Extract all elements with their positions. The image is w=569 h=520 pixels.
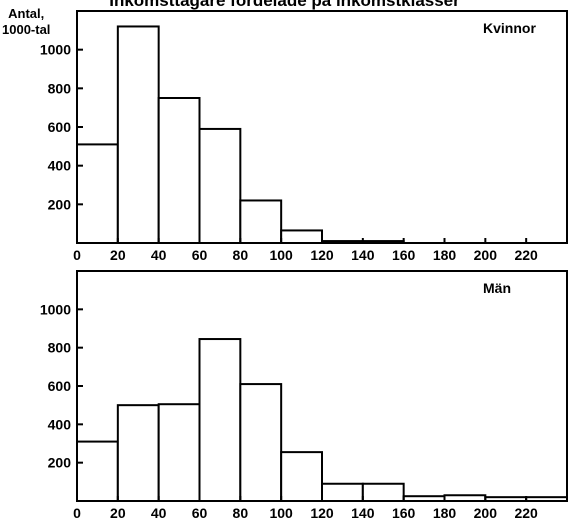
x-tick-label: 40 [151,247,167,263]
y-tick-label: 800 [48,340,72,356]
y-axis-label: Antal, 1000-tal [2,6,50,38]
y-tick-label: 400 [48,158,72,174]
histogram-bar [198,127,242,244]
y-axis-label-line2: 1000-tal [2,22,51,37]
histogram-bar [402,495,446,503]
histogram-bar [280,229,323,245]
histogram-bar [76,143,119,244]
panel-label: Män [483,280,511,296]
x-tick-label: 220 [514,247,538,263]
x-tick-label: 40 [151,505,167,520]
x-tick-label: 160 [392,505,416,520]
y-tick-label: 800 [48,80,72,96]
histogram-bar [525,496,569,502]
histogram-bar [321,482,364,502]
histogram-bar [239,383,283,503]
y-tick-label: 200 [48,455,72,471]
y-tick-label: 400 [48,416,72,432]
histogram-bar [361,240,405,244]
histogram-bar [443,494,487,502]
histogram-bar [76,440,119,503]
x-tick-label: 100 [269,505,293,520]
histogram-bar [198,338,242,502]
x-tick-label: 140 [351,505,375,520]
x-tick-label: 20 [110,505,126,520]
x-tick-label: 180 [433,247,457,263]
x-tick-label: 180 [433,505,457,520]
histogram-bar [280,451,323,502]
y-tick-label: 600 [48,378,72,394]
y-tick-label: 200 [48,196,72,212]
x-tick-label: 0 [73,247,81,263]
x-tick-label: 80 [233,505,249,520]
x-tick-label: 0 [73,505,81,520]
y-axis-label-line1: Antal, [8,6,45,21]
histogram-bar [239,199,283,244]
x-tick-label: 80 [233,247,249,263]
histogram-bar [157,97,201,244]
panel-label: Kvinnor [483,20,536,36]
x-tick-label: 20 [110,247,126,263]
x-tick-label: 60 [192,505,208,520]
histogram-panel-kvinnor: 200 400 600 800 1000 0 20 40 60 80 100 120 140 160 180… [40,10,568,263]
histogram-panel-man: 200 400 600 800 1000 0 20 40 60 80 100 120 140 160 180… [40,270,569,520]
y-tick-label: 600 [48,119,72,135]
x-tick-label: 60 [192,247,208,263]
histogram-bar [321,240,364,244]
histogram-bar [116,404,160,502]
x-tick-label: 200 [474,247,498,263]
histogram-bar [361,482,405,502]
y-tick-label: 1000 [40,301,71,317]
y-tick-label: 1000 [40,42,71,58]
histogram-bar [484,496,528,502]
histogram-bar [116,25,160,245]
x-tick-label: 100 [269,247,293,263]
x-tick-label: 140 [351,247,375,263]
x-tick-label: 160 [392,247,416,263]
x-tick-label: 120 [310,247,334,263]
x-tick-label: 200 [474,505,498,520]
chart-title: Inkomsttagare fördelade på inkomstklasse… [109,0,460,10]
histogram-bar [157,403,201,503]
x-tick-label: 120 [310,505,334,520]
x-tick-label: 220 [514,505,538,520]
